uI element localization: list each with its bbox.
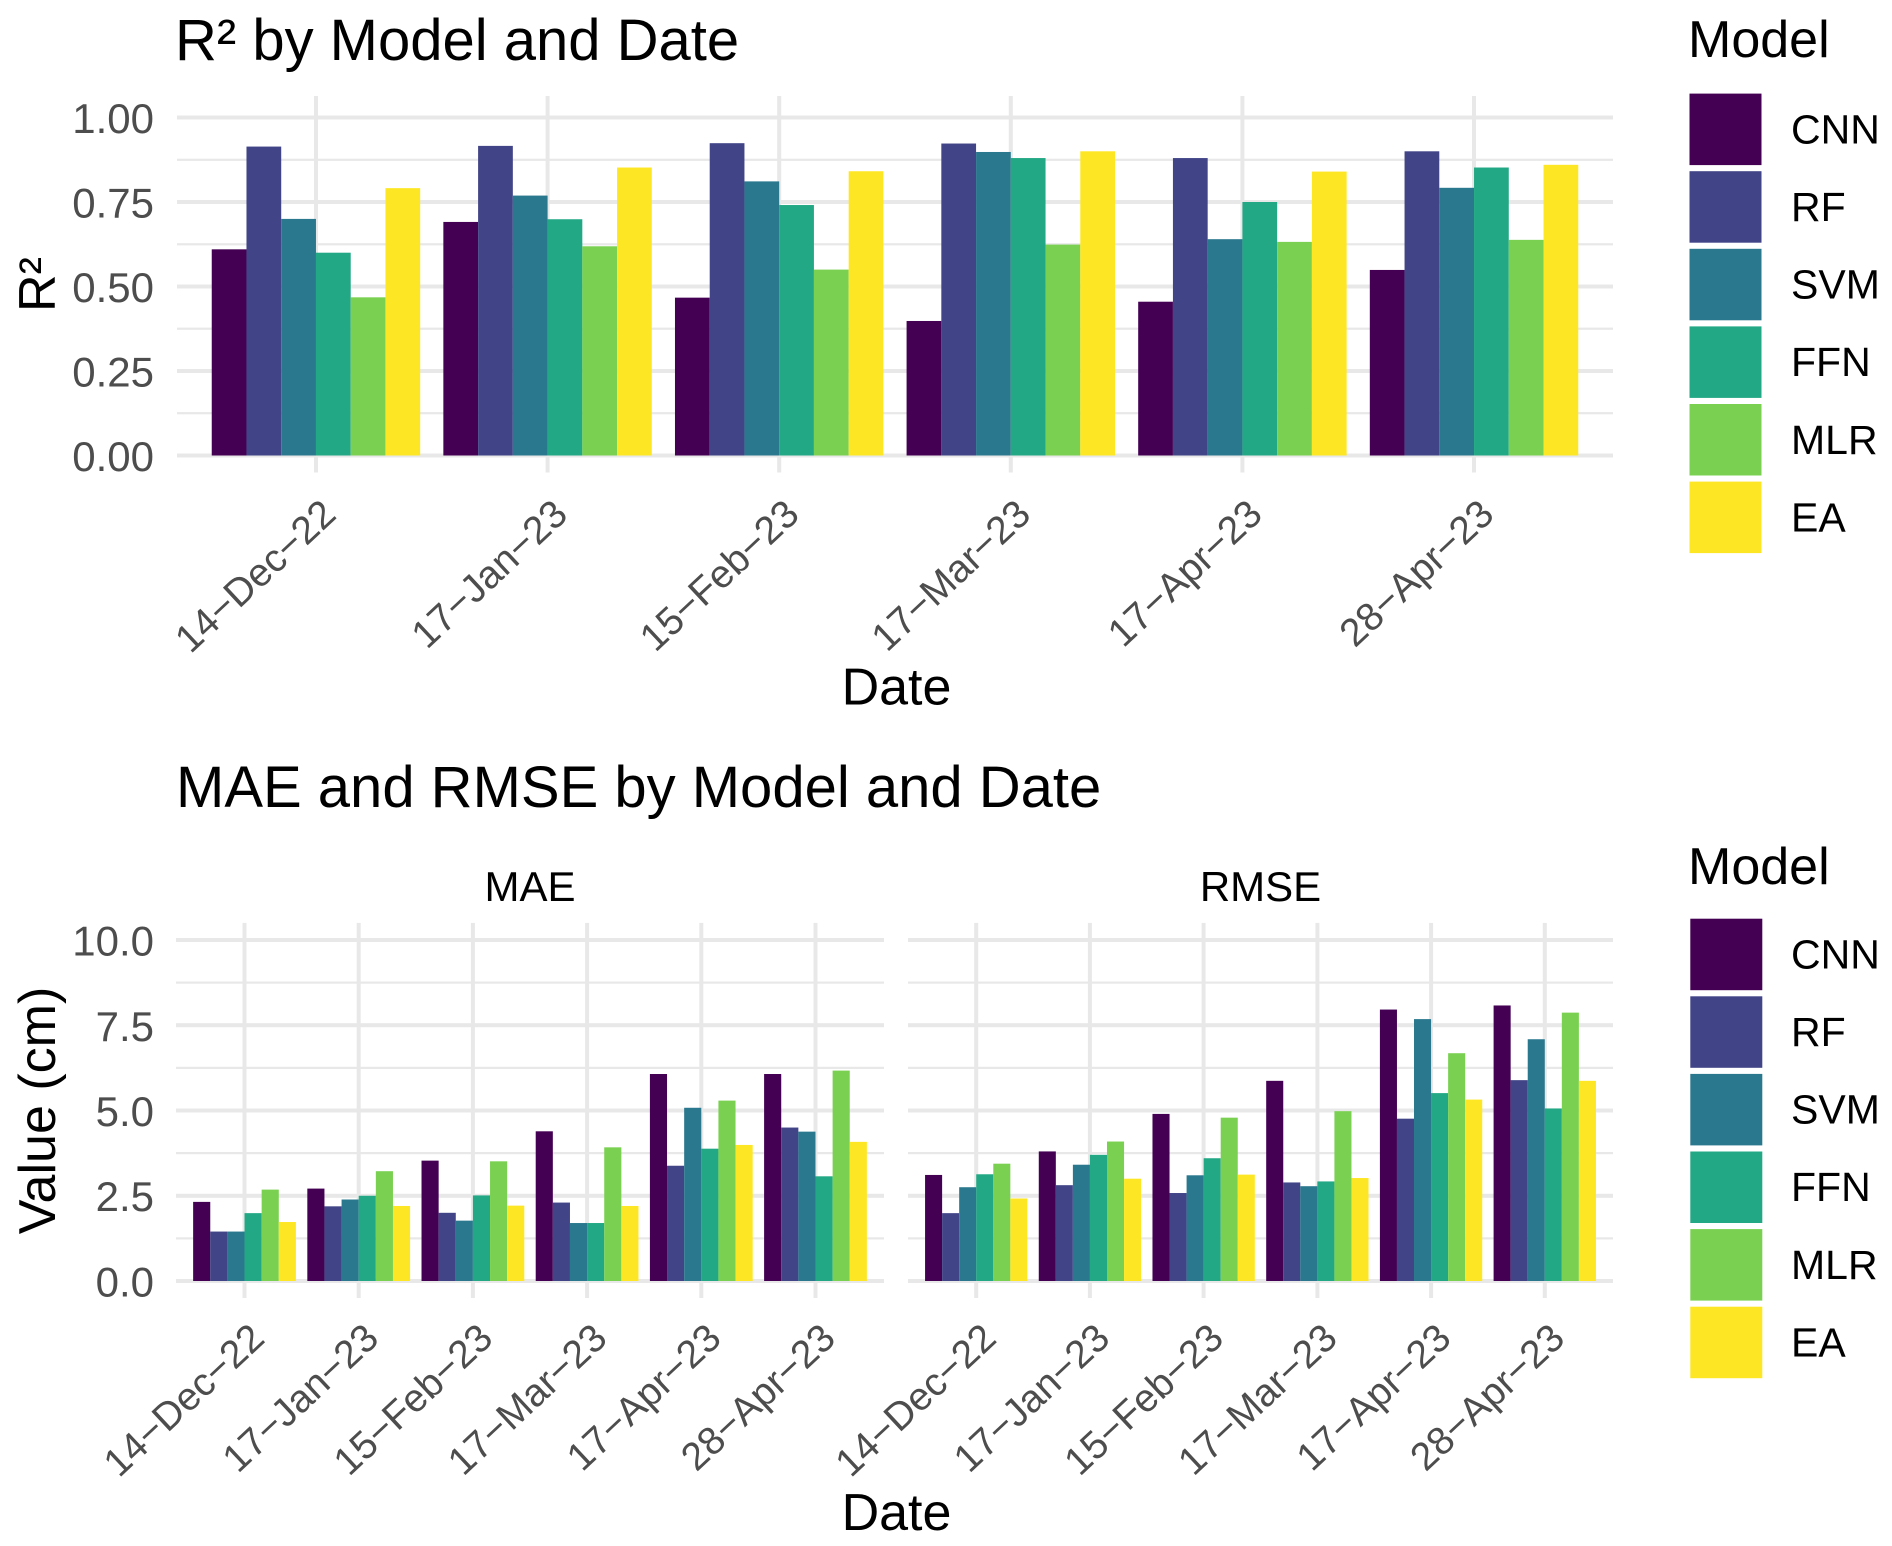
svg-text:0.50: 0.50	[72, 264, 154, 311]
svg-text:FFN: FFN	[1791, 339, 1871, 385]
svg-text:EA: EA	[1791, 494, 1846, 540]
svg-text:CNN: CNN	[1791, 106, 1880, 152]
svg-text:2.5: 2.5	[96, 1173, 154, 1220]
svg-text:Model: Model	[1688, 838, 1830, 896]
svg-text:MLR: MLR	[1791, 1242, 1878, 1288]
svg-text:5.0: 5.0	[96, 1088, 154, 1135]
svg-text:Model: Model	[1688, 11, 1830, 69]
svg-text:0.00: 0.00	[72, 433, 154, 480]
svg-text:RF: RF	[1791, 1009, 1846, 1055]
svg-text:10.0: 10.0	[72, 918, 154, 965]
svg-text:R²: R²	[9, 257, 67, 312]
svg-text:R² by Model and Date: R² by Model and Date	[175, 8, 739, 73]
svg-text:SVM: SVM	[1791, 262, 1880, 308]
svg-text:MAE and RMSE by Model and Date: MAE and RMSE by Model and Date	[176, 755, 1101, 820]
svg-text:0.25: 0.25	[72, 349, 154, 396]
svg-text:Date: Date	[842, 659, 952, 717]
svg-text:0.75: 0.75	[72, 180, 154, 227]
svg-text:RMSE: RMSE	[1200, 863, 1321, 910]
svg-text:FFN: FFN	[1791, 1164, 1871, 1210]
svg-text:SVM: SVM	[1791, 1087, 1880, 1133]
svg-text:RF: RF	[1791, 184, 1846, 230]
svg-text:1.00: 1.00	[72, 95, 154, 142]
svg-text:MAE: MAE	[484, 863, 575, 910]
svg-text:Value (cm): Value (cm)	[9, 987, 67, 1235]
svg-text:EA: EA	[1791, 1320, 1846, 1366]
svg-text:0.0: 0.0	[96, 1259, 154, 1306]
svg-text:7.5: 7.5	[96, 1003, 154, 1050]
svg-text:Date: Date	[842, 1484, 952, 1542]
svg-text:CNN: CNN	[1791, 932, 1880, 978]
svg-text:MLR: MLR	[1791, 417, 1878, 463]
